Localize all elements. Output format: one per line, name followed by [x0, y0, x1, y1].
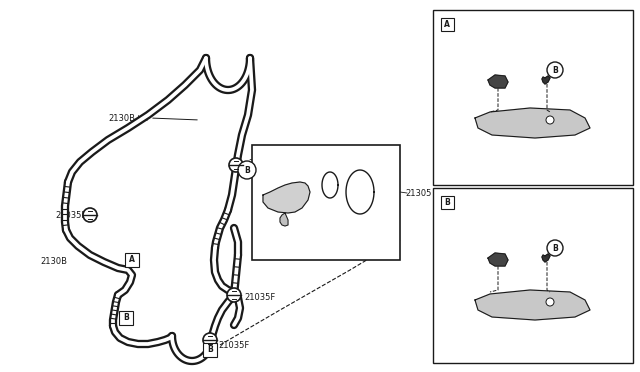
Circle shape [547, 62, 563, 78]
Polygon shape [488, 75, 508, 88]
Text: R213003F: R213003F [555, 355, 605, 365]
Text: 21014VA: 21014VA [340, 211, 377, 219]
Polygon shape [542, 76, 550, 84]
Text: 081A6-6121A: 081A6-6121A [565, 241, 616, 250]
Circle shape [238, 161, 256, 179]
Text: B: B [444, 198, 450, 206]
Polygon shape [475, 290, 590, 320]
Circle shape [547, 240, 563, 256]
Polygon shape [263, 182, 310, 213]
Text: 081A6-6121A: 081A6-6121A [565, 64, 616, 73]
Polygon shape [475, 108, 590, 138]
Polygon shape [542, 254, 550, 262]
Bar [203, 343, 217, 357]
Text: 21035FA: 21035FA [470, 65, 503, 74]
Text: A: A [444, 19, 450, 29]
Text: (1): (1) [572, 251, 583, 260]
Text: 21035F: 21035F [248, 158, 279, 167]
Bar [125, 253, 139, 267]
Text: 21014V: 21014V [315, 151, 347, 160]
Text: 2130B+A: 2130B+A [108, 113, 148, 122]
Bar [433, 188, 633, 363]
Text: A: A [129, 256, 135, 264]
Text: 08156-61633: 08156-61633 [258, 166, 314, 174]
Text: (1): (1) [572, 74, 583, 83]
Polygon shape [280, 213, 288, 226]
Text: (5): (5) [264, 174, 275, 183]
Bar [433, 10, 633, 185]
Polygon shape [488, 253, 508, 266]
Text: B: B [244, 166, 250, 174]
Text: 2130B: 2130B [40, 257, 67, 266]
Circle shape [83, 208, 97, 222]
Text: 21306GA: 21306GA [455, 317, 490, 327]
Circle shape [203, 333, 217, 347]
Circle shape [546, 298, 554, 306]
Bar [440, 196, 454, 208]
Text: B: B [123, 314, 129, 323]
Circle shape [229, 158, 243, 172]
Text: 21306G: 21306G [455, 135, 485, 144]
Text: B: B [552, 244, 558, 253]
Text: 21035F: 21035F [55, 211, 86, 219]
Bar [440, 17, 454, 31]
Text: 21305: 21305 [405, 189, 431, 198]
Text: B: B [552, 65, 558, 74]
Bar [252, 145, 400, 260]
Text: 21035F: 21035F [244, 294, 275, 302]
Text: B: B [207, 346, 213, 355]
Bar [119, 311, 133, 325]
Circle shape [546, 116, 554, 124]
Text: 21035E: 21035E [455, 250, 484, 260]
Circle shape [227, 288, 241, 302]
Text: 21035F: 21035F [218, 340, 249, 350]
